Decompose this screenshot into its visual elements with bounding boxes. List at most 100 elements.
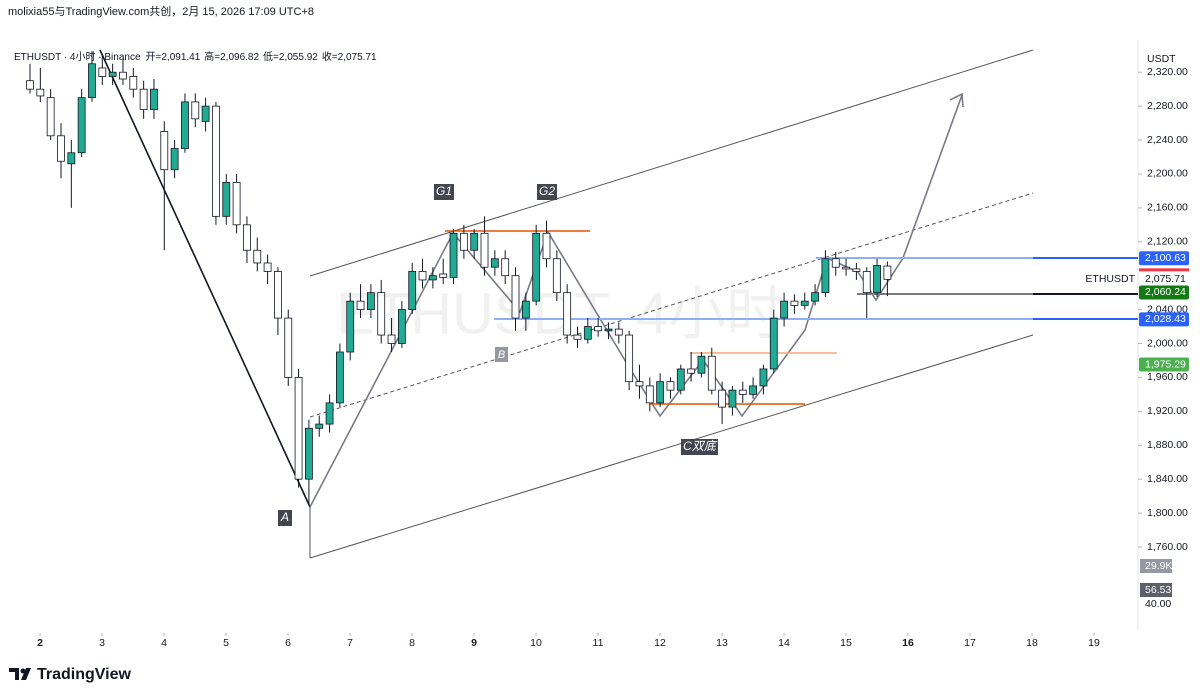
candle-body (873, 265, 881, 294)
indicator-label: 40.00 (1145, 598, 1171, 610)
x-tick-label: 16 (902, 637, 914, 649)
candle-body (749, 385, 757, 395)
candle-body (728, 389, 737, 408)
candle-body (573, 334, 582, 340)
logo (9, 668, 31, 680)
x-tick-label: 17 (964, 637, 976, 649)
logo-mark (20, 668, 26, 674)
symbol: ETHUSDT · 4小时 · Binance (14, 51, 141, 63)
price-label: 1,975.29 (1145, 358, 1186, 370)
candle-body (408, 271, 417, 311)
x-tick-label: 8 (409, 637, 415, 649)
last-price-symbol: ETHUSDT (1085, 273, 1135, 285)
candle-body (687, 368, 696, 374)
x-tick-label: 7 (347, 637, 353, 649)
candle-body (831, 258, 840, 268)
currency: USDT (1147, 53, 1176, 65)
channel-lower (309, 334, 1034, 559)
candle-body (418, 271, 427, 281)
y-tick-label: 2,320.00 (1147, 66, 1188, 78)
candle-body (614, 328, 623, 336)
price-scale: USDT 2,320.00 2,280.00 2,240.00 2,200.00 2,1… (1085, 53, 1189, 553)
candle-body (480, 232, 489, 268)
candle-body (119, 71, 127, 80)
x-tick-label: 12 (654, 637, 666, 649)
candle-body (98, 67, 107, 77)
x-tick-label: 14 (778, 637, 790, 649)
candle-body (439, 273, 448, 278)
annotation: G2 (539, 184, 555, 198)
candle-body (274, 271, 282, 319)
candle-body (656, 381, 665, 404)
price-label: 2,075.71 (1145, 273, 1186, 285)
candle-body (470, 232, 479, 251)
x-tick-label: 5 (223, 637, 229, 649)
price-label-box (1139, 251, 1189, 266)
candle-body (150, 88, 158, 110)
candle-body (305, 427, 313, 480)
candle-body (222, 182, 231, 217)
indicator-box (1140, 559, 1172, 573)
price-label-box (1139, 285, 1189, 300)
candle-body (718, 389, 727, 408)
candle-body (521, 300, 530, 319)
candle-body (129, 76, 138, 90)
header: molixia55与TradingView.com共创，2月 15, 2026 … (8, 5, 314, 18)
candle-body (676, 368, 685, 391)
annotation-box (278, 510, 292, 526)
price-label-box (1139, 312, 1189, 327)
y-tick-label: 1,960.00 (1147, 371, 1188, 383)
channel-upper (309, 49, 1034, 277)
price-label: 2,100.63 (1145, 252, 1186, 264)
candle-body (800, 300, 809, 306)
candle-body (428, 275, 437, 281)
candle-body (88, 63, 96, 99)
candle-body (635, 381, 644, 387)
candle-body (284, 317, 293, 378)
candle-body (191, 101, 200, 120)
candle-body (181, 101, 189, 149)
candle-body (160, 131, 169, 171)
candle-body (346, 300, 355, 353)
candle-body (594, 326, 603, 332)
candle-body (315, 423, 324, 429)
candle-body (811, 292, 819, 302)
drawings (99, 49, 1138, 559)
candle-body (26, 80, 34, 90)
y-tick-label: 1,920.00 (1147, 405, 1188, 417)
x-tick-label: 13 (716, 637, 728, 649)
annotation-box (681, 439, 718, 455)
candles (26, 51, 892, 505)
y-tick-label: 1,800.00 (1147, 507, 1188, 519)
annotation-box (537, 184, 557, 200)
candle-body (108, 71, 117, 77)
annotation-box (495, 347, 508, 362)
annotation: A (280, 510, 289, 524)
x-tick-label: 18 (1026, 637, 1038, 649)
candle-body (397, 309, 406, 344)
annotation: C双底 (683, 439, 718, 453)
candle-body (201, 105, 210, 122)
candle-body (366, 292, 375, 311)
arrow-head (949, 92, 964, 108)
annotation: B (498, 349, 505, 361)
x-tick-label: 15 (840, 637, 852, 649)
candle-body (243, 224, 251, 251)
price-label-box (1139, 272, 1189, 287)
candle-body (883, 265, 892, 280)
ohlc: 收=2,075.71 (322, 50, 377, 63)
candle-body (36, 88, 45, 97)
candle-body (790, 300, 799, 306)
candle-body (212, 105, 220, 217)
price-label: 2,028.43 (1145, 313, 1186, 325)
candle-body (335, 351, 344, 404)
candle-body (780, 300, 788, 319)
annotation: G1 (436, 184, 452, 198)
ohlc: 低=2,055.92 (263, 50, 318, 63)
candle-body (263, 262, 272, 272)
candle-body (707, 355, 716, 391)
indicator-label: 29.9K (1145, 560, 1172, 572)
candle-body (842, 266, 850, 270)
candle-body (294, 377, 303, 480)
